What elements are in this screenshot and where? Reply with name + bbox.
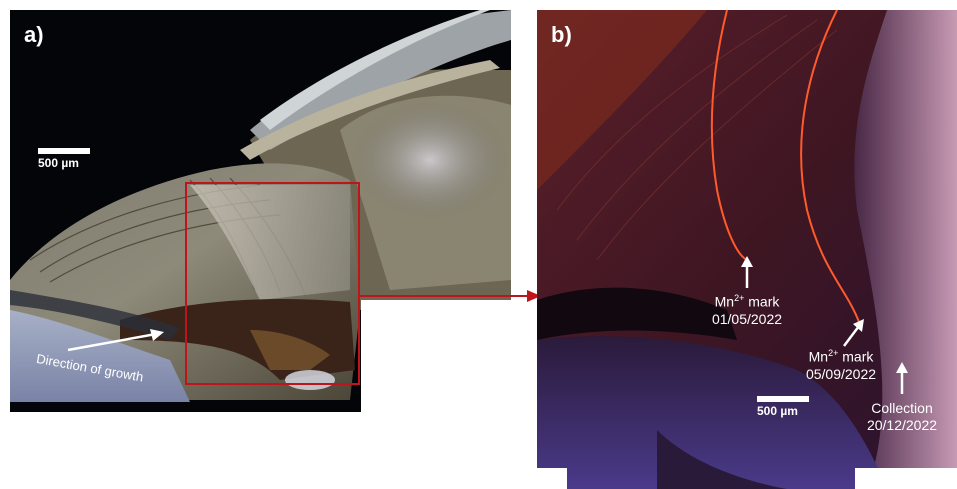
connector-arrow-icon bbox=[359, 290, 541, 302]
panel-b-image: b) Mn2+ mark 01/05/2022 Mn2+ mark 05/09/… bbox=[537, 10, 957, 489]
panel-a-image: a) 500 µm Direction of growth bbox=[10, 10, 511, 412]
highlight-box bbox=[185, 182, 360, 385]
shell-section-illustration bbox=[10, 10, 511, 412]
diagonal-arrow-icon bbox=[843, 319, 864, 347]
panel-a-label: a) bbox=[24, 22, 44, 47]
scale-bar-b bbox=[757, 396, 809, 402]
scale-bar-b-label: 500 µm bbox=[757, 404, 798, 418]
mn-mark-2-label: Mn2+ mark 05/09/2022 bbox=[805, 348, 877, 382]
panel-b-label: b) bbox=[551, 22, 572, 47]
growth-arrow-icon bbox=[67, 329, 164, 352]
up-arrow-icon bbox=[741, 256, 753, 288]
collection-label: Collection 20/12/2022 bbox=[866, 400, 938, 433]
scale-bar-a-label: 500 µm bbox=[38, 156, 79, 170]
up-arrow-icon bbox=[896, 362, 908, 394]
fluorescence-illustration bbox=[537, 10, 957, 489]
scale-bar-a bbox=[38, 148, 90, 154]
mn-mark-1-label: Mn2+ mark 01/05/2022 bbox=[711, 293, 783, 327]
